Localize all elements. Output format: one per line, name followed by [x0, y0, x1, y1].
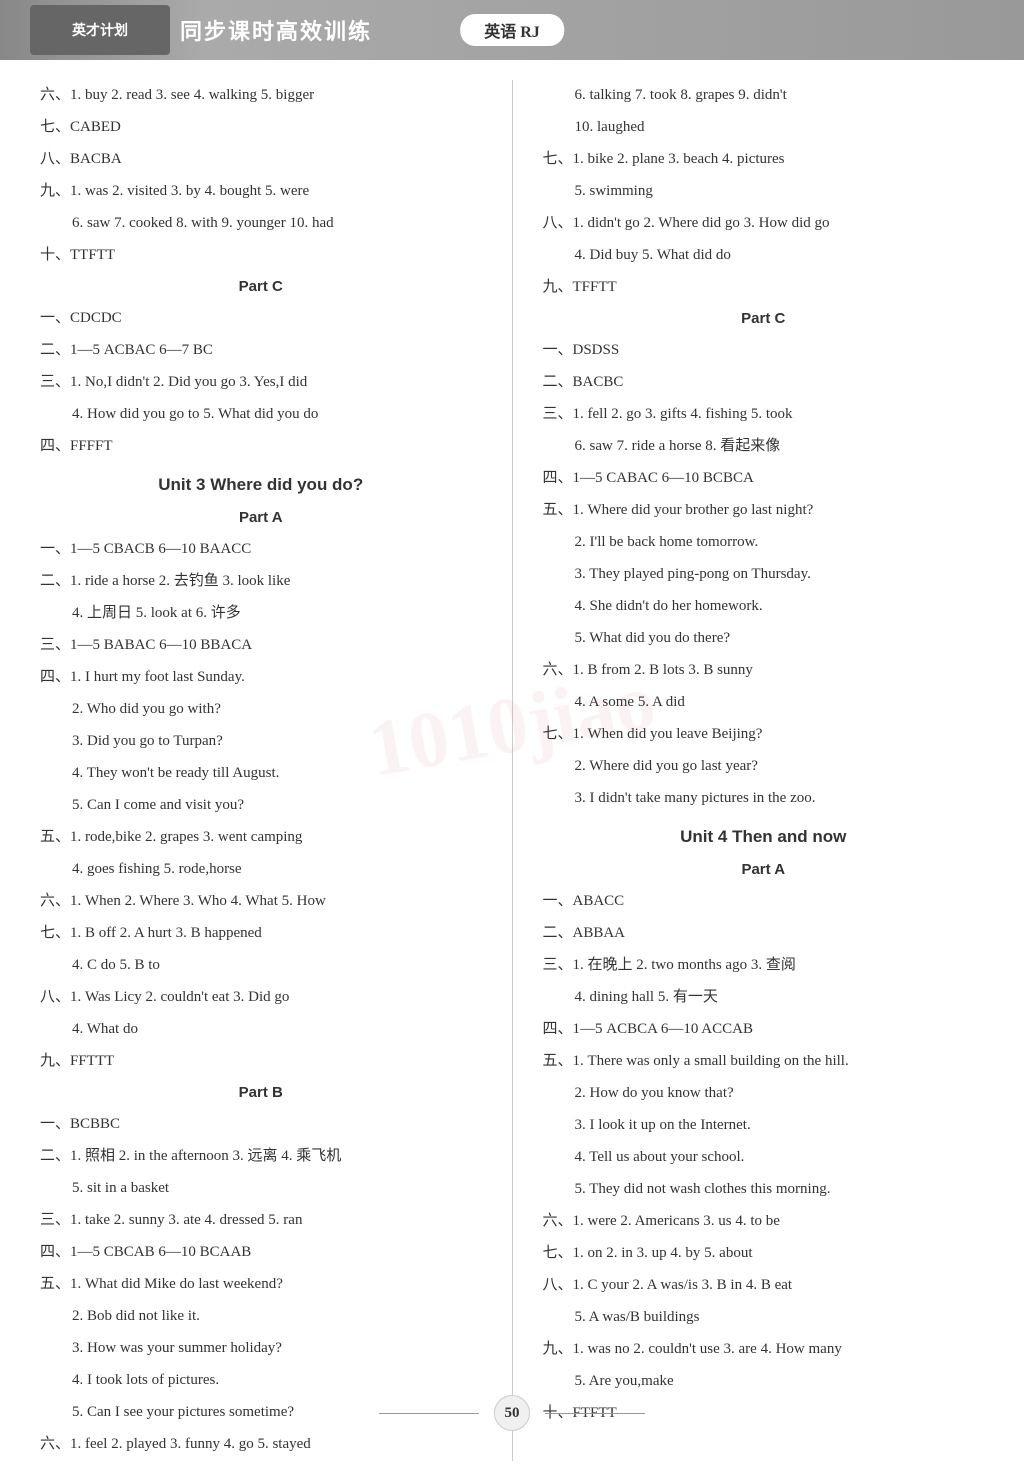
answer-line: 5. What did you do there?: [543, 623, 985, 653]
answer-line: 4. How did you go to 5. What did you do: [40, 399, 482, 429]
answer-line: 八、1. C your 2. A was/is 3. B in 4. B eat: [543, 1270, 985, 1300]
footer-line-left: [379, 1413, 479, 1414]
answer-line: 七、CABED: [40, 112, 482, 142]
answer-line: 七、1. bike 2. plane 3. beach 4. pictures: [543, 144, 985, 174]
part-heading: Part B: [40, 1084, 482, 1101]
answer-line: 二、1—5 ACBAC 6—7 BC: [40, 335, 482, 365]
answer-line: 6. saw 7. ride a horse 8. 看起来像: [543, 431, 985, 461]
answer-line: 4. A some 5. A did: [543, 687, 985, 717]
answer-line: 七、1. on 2. in 3. up 4. by 5. about: [543, 1238, 985, 1268]
answer-line: 3. Did you go to Turpan?: [40, 726, 482, 756]
part-heading: Part C: [543, 310, 985, 327]
answer-line: 3. I look it up on the Internet.: [543, 1110, 985, 1140]
answer-line: 6. saw 7. cooked 8. with 9. younger 10. …: [40, 208, 482, 238]
answer-line: 6. talking 7. took 8. grapes 9. didn't: [543, 80, 985, 110]
answer-line: 3. I didn't take many pictures in the zo…: [543, 783, 985, 813]
answer-line: 二、BACBC: [543, 367, 985, 397]
answer-line: 4. Did buy 5. What did do: [543, 240, 985, 270]
answer-line: 七、1. When did you leave Beijing?: [543, 719, 985, 749]
footer-line-right: [545, 1413, 645, 1414]
answer-line: 三、1. No,I didn't 2. Did you go 3. Yes,I …: [40, 367, 482, 397]
answer-line: 六、1. feel 2. played 3. funny 4. go 5. st…: [40, 1429, 482, 1459]
answer-line: 三、1—5 BABAC 6—10 BBACA: [40, 630, 482, 660]
answer-line: 5. A was/B buildings: [543, 1302, 985, 1332]
answer-line: 五、1. Where did your brother go last nigh…: [543, 495, 985, 525]
answer-line: 3. They played ping-pong on Thursday.: [543, 559, 985, 589]
answer-line: 5. They did not wash clothes this mornin…: [543, 1174, 985, 1204]
left-column: 六、1. buy 2. read 3. see 4. walking 5. bi…: [40, 80, 482, 1461]
answer-line: 四、1. I hurt my foot last Sunday.: [40, 662, 482, 692]
answer-line: 十、TTFTT: [40, 240, 482, 270]
answer-line: 四、1—5 CBCAB 6—10 BCAAB: [40, 1237, 482, 1267]
answer-line: 4. goes fishing 5. rode,horse: [40, 854, 482, 884]
answer-line: 4. 上周日 5. look at 6. 许多: [40, 598, 482, 628]
answer-line: 3. How was your summer holiday?: [40, 1333, 482, 1363]
answer-line: 4. I took lots of pictures.: [40, 1365, 482, 1395]
answer-line: 一、1—5 CBACB 6—10 BAACC: [40, 534, 482, 564]
answer-line: 三、1. fell 2. go 3. gifts 4. fishing 5. t…: [543, 399, 985, 429]
answer-line: 九、TFFTT: [543, 272, 985, 302]
answer-line: 二、1. 照相 2. in the afternoon 3. 远离 4. 乘飞机: [40, 1141, 482, 1171]
unit-heading: Unit 3 Where did you do?: [40, 475, 482, 495]
answer-line: 2. Who did you go with?: [40, 694, 482, 724]
unit-heading: Unit 4 Then and now: [543, 827, 985, 847]
answer-line: 2. I'll be back home tomorrow.: [543, 527, 985, 557]
answer-line: 一、ABACC: [543, 886, 985, 916]
answer-line: 四、1—5 CABAC 6—10 BCBCA: [543, 463, 985, 493]
answer-line: 三、1. 在晚上 2. two months ago 3. 查阅: [543, 950, 985, 980]
answer-line: 4. She didn't do her homework.: [543, 591, 985, 621]
answer-line: 六、1. were 2. Americans 3. us 4. to be: [543, 1206, 985, 1236]
answer-line: 三、1. take 2. sunny 3. ate 4. dressed 5. …: [40, 1205, 482, 1235]
answer-line: 4. C do 5. B to: [40, 950, 482, 980]
answer-line: 六、1. B from 2. B lots 3. B sunny: [543, 655, 985, 685]
answer-line: 2. How do you know that?: [543, 1078, 985, 1108]
answer-line: 4. Tell us about your school.: [543, 1142, 985, 1172]
answer-line: 10. laughed: [543, 112, 985, 142]
answer-line: 八、BACBA: [40, 144, 482, 174]
answer-line: 5. sit in a basket: [40, 1173, 482, 1203]
answer-line: 八、1. Was Licy 2. couldn't eat 3. Did go: [40, 982, 482, 1012]
logo: 英才计划: [30, 5, 170, 55]
page-header: 英才计划 同步课时高效训练 英语 RJ: [0, 0, 1024, 60]
answer-line: 九、1. was 2. visited 3. by 4. bought 5. w…: [40, 176, 482, 206]
part-heading: Part C: [40, 278, 482, 295]
answer-line: 二、ABBAA: [543, 918, 985, 948]
answer-line: 八、1. didn't go 2. Where did go 3. How di…: [543, 208, 985, 238]
answer-line: 六、1. buy 2. read 3. see 4. walking 5. bi…: [40, 80, 482, 110]
content-area: 六、1. buy 2. read 3. see 4. walking 5. bi…: [0, 60, 1024, 1481]
answer-line: 5. Are you,make: [543, 1366, 985, 1396]
answer-line: 二、1. ride a horse 2. 去钓鱼 3. look like: [40, 566, 482, 596]
answer-line: 五、1. What did Mike do last weekend?: [40, 1269, 482, 1299]
column-divider: [512, 80, 513, 1461]
part-heading: Part A: [543, 861, 985, 878]
answer-line: 4. dining hall 5. 有一天: [543, 982, 985, 1012]
answer-line: 5. Can I come and visit you?: [40, 790, 482, 820]
header-subject: 英语 RJ: [460, 14, 564, 46]
answer-line: 九、1. was no 2. couldn't use 3. are 4. Ho…: [543, 1334, 985, 1364]
answer-line: 4. They won't be ready till August.: [40, 758, 482, 788]
answer-line: 五、1. rode,bike 2. grapes 3. went camping: [40, 822, 482, 852]
answer-line: 2. Bob did not like it.: [40, 1301, 482, 1331]
right-column: 6. talking 7. took 8. grapes 9. didn't 1…: [543, 80, 985, 1461]
answer-line: 一、BCBBC: [40, 1109, 482, 1139]
answer-line: 六、1. When 2. Where 3. Who 4. What 5. How: [40, 886, 482, 916]
answer-line: 5. swimming: [543, 176, 985, 206]
header-title: 同步课时高效训练: [180, 14, 372, 46]
answer-line: 一、CDCDC: [40, 303, 482, 333]
answer-line: 五、1. There was only a small building on …: [543, 1046, 985, 1076]
part-heading: Part A: [40, 509, 482, 526]
answer-line: 4. What do: [40, 1014, 482, 1044]
answer-line: 2. Where did you go last year?: [543, 751, 985, 781]
answer-line: 九、FFTTT: [40, 1046, 482, 1076]
answer-line: 一、DSDSS: [543, 335, 985, 365]
page-footer: 50: [379, 1395, 645, 1431]
answer-line: 四、FFFFT: [40, 431, 482, 461]
answer-line: 七、1. B off 2. A hurt 3. B happened: [40, 918, 482, 948]
page-number: 50: [494, 1395, 530, 1431]
answer-line: 四、1—5 ACBCA 6—10 ACCAB: [543, 1014, 985, 1044]
